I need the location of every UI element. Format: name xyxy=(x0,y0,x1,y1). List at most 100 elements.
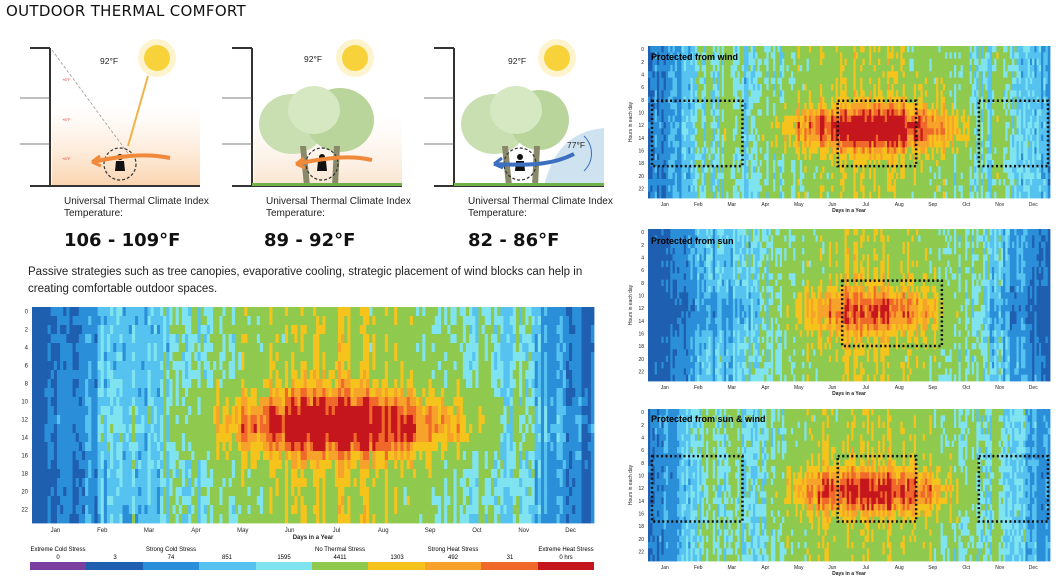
heatmap-cell xyxy=(668,185,671,193)
heatmap-cell xyxy=(353,496,358,506)
heatmap-cell xyxy=(359,343,364,353)
heatmap-cell xyxy=(150,442,155,452)
heatmap-cell xyxy=(241,361,245,371)
heatmap-cell xyxy=(35,514,39,524)
heatmap-cell xyxy=(81,406,86,416)
heatmap-cell xyxy=(425,352,429,362)
heatmap-cell xyxy=(578,370,582,380)
heatmap-cell xyxy=(72,316,77,326)
heatmap-cell xyxy=(428,406,433,416)
heatmap-cell xyxy=(659,160,662,167)
heatmap-cell xyxy=(419,316,423,326)
heatmap-cell xyxy=(652,153,656,161)
heatmap-cell xyxy=(359,307,364,317)
heatmap-cell xyxy=(416,487,420,497)
heatmap-cell xyxy=(406,307,411,317)
heatmap-cell xyxy=(701,160,705,167)
heatmap-cell xyxy=(119,343,123,353)
heatmap-cell xyxy=(241,496,245,506)
heatmap-cell xyxy=(50,442,55,452)
heatmap-cell xyxy=(38,406,42,416)
heatmap-cell xyxy=(97,487,102,497)
heatmap-cell xyxy=(362,451,367,461)
heatmap-cell xyxy=(503,451,507,461)
heatmap-cell xyxy=(319,496,323,506)
heatmap-cell xyxy=(359,487,364,497)
heatmap-cell xyxy=(679,147,682,155)
heatmap-cell xyxy=(475,487,479,497)
heatmap-cell xyxy=(656,84,660,91)
heatmap-cell xyxy=(35,370,39,380)
heatmap-cell xyxy=(169,505,173,515)
heatmap-cell xyxy=(701,128,705,136)
heatmap-cell xyxy=(69,307,73,317)
heatmap-cell xyxy=(200,370,205,380)
heatmap-cell xyxy=(391,496,395,506)
heatmap-cell xyxy=(88,460,92,470)
heatmap-cell xyxy=(319,433,323,443)
heatmap-cell xyxy=(125,343,130,353)
heatmap-cell xyxy=(194,442,198,452)
heatmap-cell xyxy=(428,379,433,389)
heatmap-cell xyxy=(119,307,123,317)
heatmap-cell xyxy=(544,415,548,425)
heatmap-cell xyxy=(481,397,486,407)
heatmap-cell xyxy=(465,460,470,470)
heatmap-cell xyxy=(100,415,105,425)
heatmap-cell xyxy=(531,496,536,506)
heatmap-cell xyxy=(419,478,423,488)
heatmap-cell xyxy=(569,478,573,488)
heatmap-cell xyxy=(654,185,658,193)
heatmap-cell xyxy=(284,334,289,344)
heatmap-cell xyxy=(663,128,667,136)
heatmap-cell xyxy=(191,478,195,488)
heatmap-cell xyxy=(515,361,520,371)
heatmap-cell xyxy=(431,406,436,416)
heatmap-cell xyxy=(131,388,136,398)
heatmap-cell xyxy=(512,442,517,452)
heatmap-cell xyxy=(69,496,73,506)
heatmap-cell xyxy=(53,397,58,407)
heatmap-cell xyxy=(309,433,314,443)
heatmap-cell xyxy=(581,352,586,362)
heatmap-cell xyxy=(575,388,579,398)
heatmap-cell xyxy=(494,514,498,524)
heatmap-cell xyxy=(391,442,395,452)
heatmap-cell xyxy=(699,166,702,174)
heatmap-cell xyxy=(431,433,436,443)
heatmap-cell xyxy=(275,316,280,326)
heatmap-cell xyxy=(697,90,700,98)
heatmap-cell xyxy=(147,424,152,434)
heatmap-cell xyxy=(431,397,436,407)
heatmap-cell xyxy=(300,469,305,479)
heatmap-cell xyxy=(668,172,671,180)
heatmap-cell xyxy=(487,442,492,452)
heatmap-cell xyxy=(506,343,511,353)
heatmap-cell xyxy=(60,424,64,434)
heatmap-cell xyxy=(672,77,676,85)
heatmap-cell xyxy=(690,160,694,167)
heatmap-cell xyxy=(375,433,379,443)
heatmap-cell xyxy=(278,307,283,317)
heatmap-cell xyxy=(391,469,395,479)
heatmap-cell xyxy=(694,58,698,66)
heatmap-cell xyxy=(553,316,557,326)
heatmap-cell xyxy=(184,361,189,371)
heatmap-cell xyxy=(685,147,689,155)
heatmap-cell xyxy=(431,379,436,389)
heatmap-cell xyxy=(253,451,258,461)
heatmap-cell xyxy=(144,379,148,389)
heatmap-cell xyxy=(506,478,511,488)
heatmap-cell xyxy=(32,514,36,524)
heatmap-cell xyxy=(384,451,389,461)
heatmap-cell xyxy=(172,424,177,434)
heatmap-cell xyxy=(419,307,423,317)
heatmap-cell xyxy=(537,415,542,425)
heatmap-cell xyxy=(353,505,358,515)
heatmap-cell xyxy=(661,128,665,136)
heatmap-cell xyxy=(91,505,95,515)
heatmap-cell xyxy=(369,325,373,335)
heatmap-cell xyxy=(484,442,489,452)
heatmap-cell xyxy=(481,334,486,344)
heatmap-cell xyxy=(206,451,211,461)
